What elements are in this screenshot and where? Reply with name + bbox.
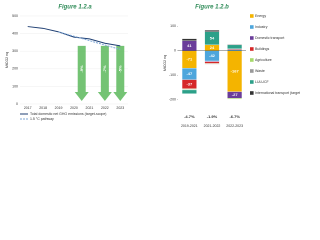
legend-swatch xyxy=(250,80,254,84)
chart: Figure 1.2.a 0 100 200 300 400 500 MtCO2 eq 2017… xyxy=(5,5,300,128)
legend-swatch xyxy=(250,14,254,18)
bar-segment xyxy=(181,38,197,41)
change-label: -6.7% xyxy=(229,114,240,119)
data-label: -37 xyxy=(186,81,193,86)
legend-label: Buildings xyxy=(255,47,269,51)
legend-label: Total domestic net GHG emissions (target… xyxy=(30,112,106,116)
legend-swatch xyxy=(250,36,254,40)
change-label: -1.9% xyxy=(207,114,218,119)
bar-segment xyxy=(204,61,220,64)
y-tick-label: 200 xyxy=(12,67,18,71)
legend-label: Waste xyxy=(255,69,265,73)
legend-swatch xyxy=(250,69,254,73)
data-label: -27 xyxy=(232,92,239,97)
legend-label: Industry xyxy=(255,25,268,29)
series-line xyxy=(27,26,121,47)
legend-label: International transport (target scope) xyxy=(255,91,300,95)
annotation: -5% xyxy=(117,65,122,73)
change-label: -4.7% xyxy=(184,114,195,119)
x-tick-label: 2021-2022 xyxy=(204,124,221,128)
x-tick-label: 2021 xyxy=(86,106,94,110)
y-tick-label: 500 xyxy=(12,14,18,18)
x-tick-label: 2022 xyxy=(101,106,109,110)
x-tick-label: 2022-2023 xyxy=(226,124,243,128)
arrow xyxy=(113,45,128,101)
x-tick-label: 2019-2021 xyxy=(181,124,198,128)
x-tick-label: 2017 xyxy=(24,106,32,110)
legend-label: 1.5 °C pathway xyxy=(30,117,54,121)
bar-segment xyxy=(227,44,243,49)
legend-label: Energy xyxy=(255,14,266,18)
data-label: -71 xyxy=(186,57,193,62)
legend-swatch xyxy=(250,25,254,29)
arrow xyxy=(74,45,89,101)
y-tick-label: 100 xyxy=(12,84,18,88)
y-tick-label: -100 xyxy=(169,73,176,77)
annotation: -7% xyxy=(102,65,107,73)
y-tick-label: 400 xyxy=(12,32,18,36)
y-tick-label: 0 xyxy=(16,102,18,106)
legend-swatch xyxy=(250,91,254,95)
annotation: -9% xyxy=(79,65,84,73)
y-tick-label: 0 xyxy=(174,49,176,53)
chart-title: Figure 1.2.a xyxy=(58,5,92,11)
series-line xyxy=(58,31,121,50)
y-axis-label: MtCO2 eq xyxy=(163,55,167,71)
y-tick-label: 300 xyxy=(12,49,18,53)
y-tick-label: -200 xyxy=(169,98,176,102)
x-tick-label: 2023 xyxy=(116,106,124,110)
y-axis-label: MtCO2 eq xyxy=(5,52,9,68)
bar-segment xyxy=(181,89,197,94)
data-label: 24 xyxy=(210,45,215,50)
data-label: -42 xyxy=(209,53,216,58)
x-tick-label: 2018 xyxy=(39,106,47,110)
chart-title: Figure 1.2.b xyxy=(195,5,229,11)
arrow xyxy=(97,45,112,101)
bar-segment xyxy=(204,30,220,32)
data-label: 41 xyxy=(187,43,192,48)
legend-swatch xyxy=(250,47,254,51)
data-label: -47 xyxy=(186,71,193,76)
y-tick-label: 100 xyxy=(170,24,176,28)
x-tick-label: 2019 xyxy=(55,106,63,110)
x-tick-label: 2020 xyxy=(70,106,78,110)
legend-label: Agriculture xyxy=(255,58,272,62)
legend-swatch xyxy=(250,58,254,62)
legend-label: LULUCF xyxy=(255,80,269,84)
data-label: -167 xyxy=(231,68,240,73)
legend-label: Domestic transport xyxy=(255,36,284,40)
data-label: 54 xyxy=(210,35,215,40)
page: {"chart_data": [ {"type": "line", "title… xyxy=(4,4,300,128)
